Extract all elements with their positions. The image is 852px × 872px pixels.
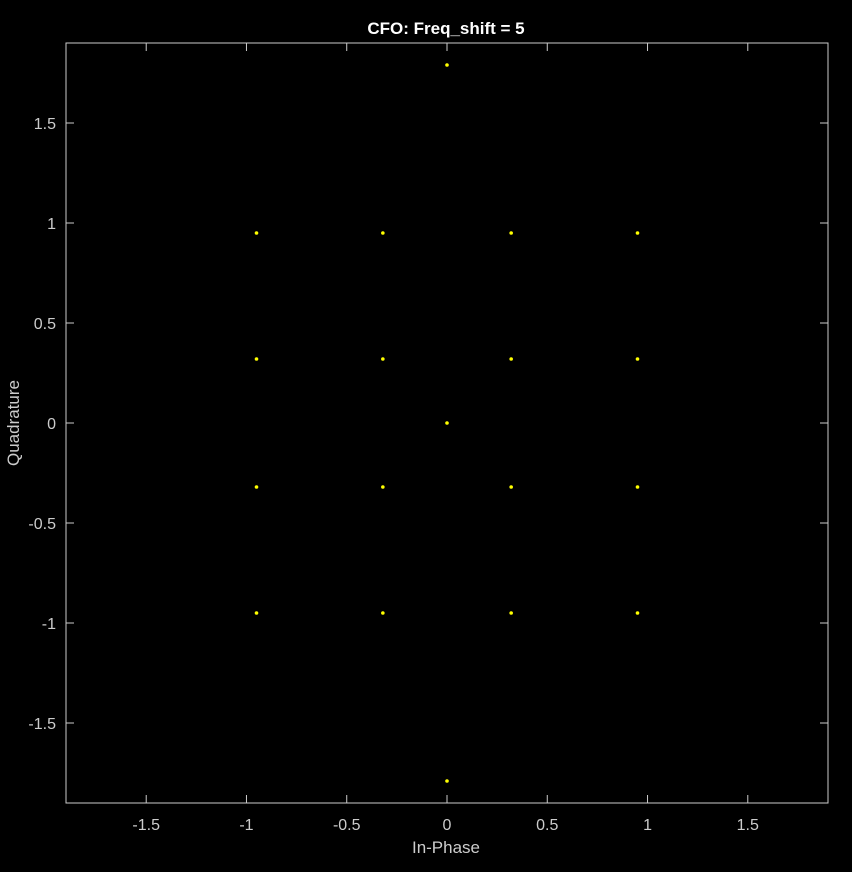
y-axis-label: Quadrature [4, 380, 23, 466]
data-point [635, 231, 640, 235]
data-point [445, 779, 449, 783]
x-tick-label: 1.5 [737, 817, 759, 834]
data-point [635, 485, 640, 489]
x-tick-label: -1.5 [132, 817, 160, 834]
y-tick-label: 0 [47, 416, 56, 433]
x-axis-label: In-Phase [412, 838, 480, 857]
data-point [509, 485, 513, 489]
data-point [635, 357, 640, 361]
data-points [254, 63, 640, 783]
x-tick-label: 1 [643, 817, 652, 834]
y-tick-label: 0.5 [34, 316, 56, 333]
data-point [381, 357, 385, 361]
data-point [381, 485, 385, 489]
data-point [254, 485, 259, 489]
y-tick-label: 1 [47, 216, 56, 233]
data-point [254, 611, 259, 615]
y-tick-label: -1 [42, 616, 56, 633]
y-tick-label: -1.5 [28, 716, 56, 733]
tick-marks [66, 43, 828, 803]
data-point [509, 611, 513, 615]
data-point [445, 63, 449, 67]
data-point [381, 231, 385, 235]
data-point [635, 611, 640, 615]
data-point [509, 231, 513, 235]
y-tick-label: 1.5 [34, 116, 56, 133]
chart-title: CFO: Freq_shift = 5 [367, 19, 524, 38]
data-point [254, 357, 259, 361]
data-point [509, 357, 513, 361]
x-tick-label: 0 [443, 817, 452, 834]
x-tick-label: -0.5 [333, 817, 361, 834]
data-point [254, 231, 259, 235]
data-point [445, 421, 449, 425]
y-tick-labels: -1.5 -1 -0.5 0 0.5 1 1.5 [28, 116, 56, 733]
x-tick-label: -1 [239, 817, 253, 834]
y-tick-label: -0.5 [28, 516, 56, 533]
x-tick-labels: -1.5 -1 -0.5 0 0.5 1 1.5 [132, 817, 759, 834]
data-point [381, 611, 385, 615]
x-tick-label: 0.5 [536, 817, 558, 834]
